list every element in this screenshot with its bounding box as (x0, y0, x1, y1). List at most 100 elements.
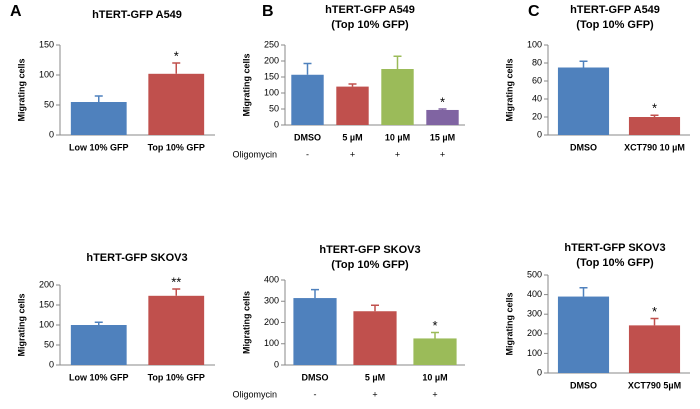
bar (381, 69, 414, 125)
y-tick-label: 0 (274, 359, 279, 369)
treatment-sign: - (314, 389, 317, 399)
y-tick-label: 150 (39, 299, 54, 309)
bar (148, 73, 205, 135)
treatment-sign: + (432, 389, 437, 399)
y-tick-label: 100 (39, 69, 54, 79)
y-tick-label: 50 (269, 103, 279, 113)
y-tick-label: 300 (527, 309, 542, 319)
y-tick-label: 150 (39, 39, 54, 49)
error-bar (94, 321, 103, 325)
error-bar (172, 288, 181, 296)
significance: * (652, 101, 657, 116)
bar (628, 325, 681, 373)
chart-title: hTERT-GFP SKOV3 (86, 252, 187, 264)
significance: * (440, 94, 445, 109)
chart-subtitle: (Top 10% GFP) (576, 257, 654, 269)
y-tick-label: 400 (527, 289, 542, 299)
chart-title: hTERT-GFP A549 (570, 4, 660, 16)
y-tick-label: 150 (264, 71, 279, 81)
bar (70, 102, 127, 135)
bar (70, 325, 127, 365)
y-tick-label: 0 (537, 367, 542, 377)
x-tick-label: XCT790 5µM (628, 380, 681, 390)
y-tick-label: 400 (264, 274, 279, 284)
bar (557, 67, 610, 135)
y-axis-label: Migrating cells (504, 292, 514, 355)
y-tick-label: 0 (49, 129, 54, 139)
x-tick-label: DMSO (302, 372, 329, 382)
x-tick-label: Low 10% GFP (69, 372, 129, 382)
x-tick-label: DMSO (294, 132, 321, 142)
error-bar (311, 288, 319, 299)
error-bar (172, 62, 181, 74)
bar (628, 117, 681, 135)
y-tick-label: 0 (49, 359, 54, 369)
y-tick-label: 60 (532, 75, 542, 85)
chart-title: hTERT-GFP A549 (325, 4, 415, 16)
x-tick-label: Top 10% GFP (148, 372, 205, 382)
error-bar (431, 331, 439, 339)
treatment-label: Oligomycin (232, 389, 277, 399)
y-tick-label: 100 (264, 87, 279, 97)
y-axis-label: Migrating cells (16, 293, 26, 356)
panel-label: B (262, 3, 274, 20)
chart-subtitle: (Top 10% GFP) (576, 19, 654, 31)
error-bar (650, 114, 659, 117)
y-tick-label: 250 (264, 39, 279, 49)
y-tick-label: 40 (532, 93, 542, 103)
error-bar (650, 317, 659, 326)
x-tick-label: DMSO (570, 142, 597, 152)
x-tick-label: Top 10% GFP (148, 142, 205, 152)
significance: * (174, 48, 179, 63)
treatment-sign: + (372, 389, 377, 399)
x-tick-label: DMSO (570, 380, 597, 390)
x-tick-label: 5 µM (342, 132, 362, 142)
error-bar (94, 95, 103, 102)
y-axis-label: Migrating cells (241, 291, 251, 354)
y-tick-label: 50 (44, 99, 54, 109)
significance: * (652, 304, 657, 319)
x-tick-label: 10 µM (422, 372, 447, 382)
chart-title: hTERT-GFP SKOV3 (319, 244, 420, 256)
y-tick-label: 50 (44, 339, 54, 349)
error-bar (393, 55, 402, 69)
y-tick-label: 300 (264, 296, 279, 306)
bar (353, 311, 397, 365)
x-tick-label: 15 µM (430, 132, 455, 142)
y-tick-label: 100 (527, 348, 542, 358)
x-tick-label: Low 10% GFP (69, 142, 129, 152)
bar (413, 338, 457, 365)
error-bar (303, 62, 312, 75)
significance: ** (171, 274, 181, 289)
bar (293, 298, 337, 365)
treatment-sign: + (350, 149, 355, 159)
error-bar (371, 304, 379, 312)
y-axis-label: Migrating cells (241, 53, 251, 116)
y-tick-label: 200 (264, 55, 279, 65)
y-tick-label: 100 (527, 39, 542, 49)
bar (148, 295, 205, 365)
y-tick-label: 200 (264, 317, 279, 327)
chart-title: hTERT-GFP A549 (92, 9, 182, 21)
error-bar (579, 60, 588, 68)
error-bar (438, 108, 447, 110)
x-tick-label: 5 µM (365, 372, 385, 382)
chart-subtitle: (Top 10% GFP) (331, 19, 409, 31)
bar (426, 109, 459, 125)
chart-subtitle: (Top 10% GFP) (331, 259, 409, 271)
y-tick-label: 100 (39, 319, 54, 329)
y-tick-label: 200 (527, 328, 542, 338)
error-bar (348, 83, 357, 87)
treatment-label: Oligomycin (232, 149, 277, 159)
x-tick-label: 10 µM (385, 132, 410, 142)
significance: * (432, 318, 437, 333)
treatment-sign: + (440, 149, 445, 159)
error-bar (579, 286, 588, 297)
y-axis-label: Migrating cells (504, 58, 514, 121)
y-tick-label: 100 (264, 338, 279, 348)
y-tick-label: 80 (532, 57, 542, 67)
bar (291, 74, 324, 125)
panel-label: C (528, 3, 540, 20)
x-tick-label: XCT790 10 µM (624, 142, 685, 152)
